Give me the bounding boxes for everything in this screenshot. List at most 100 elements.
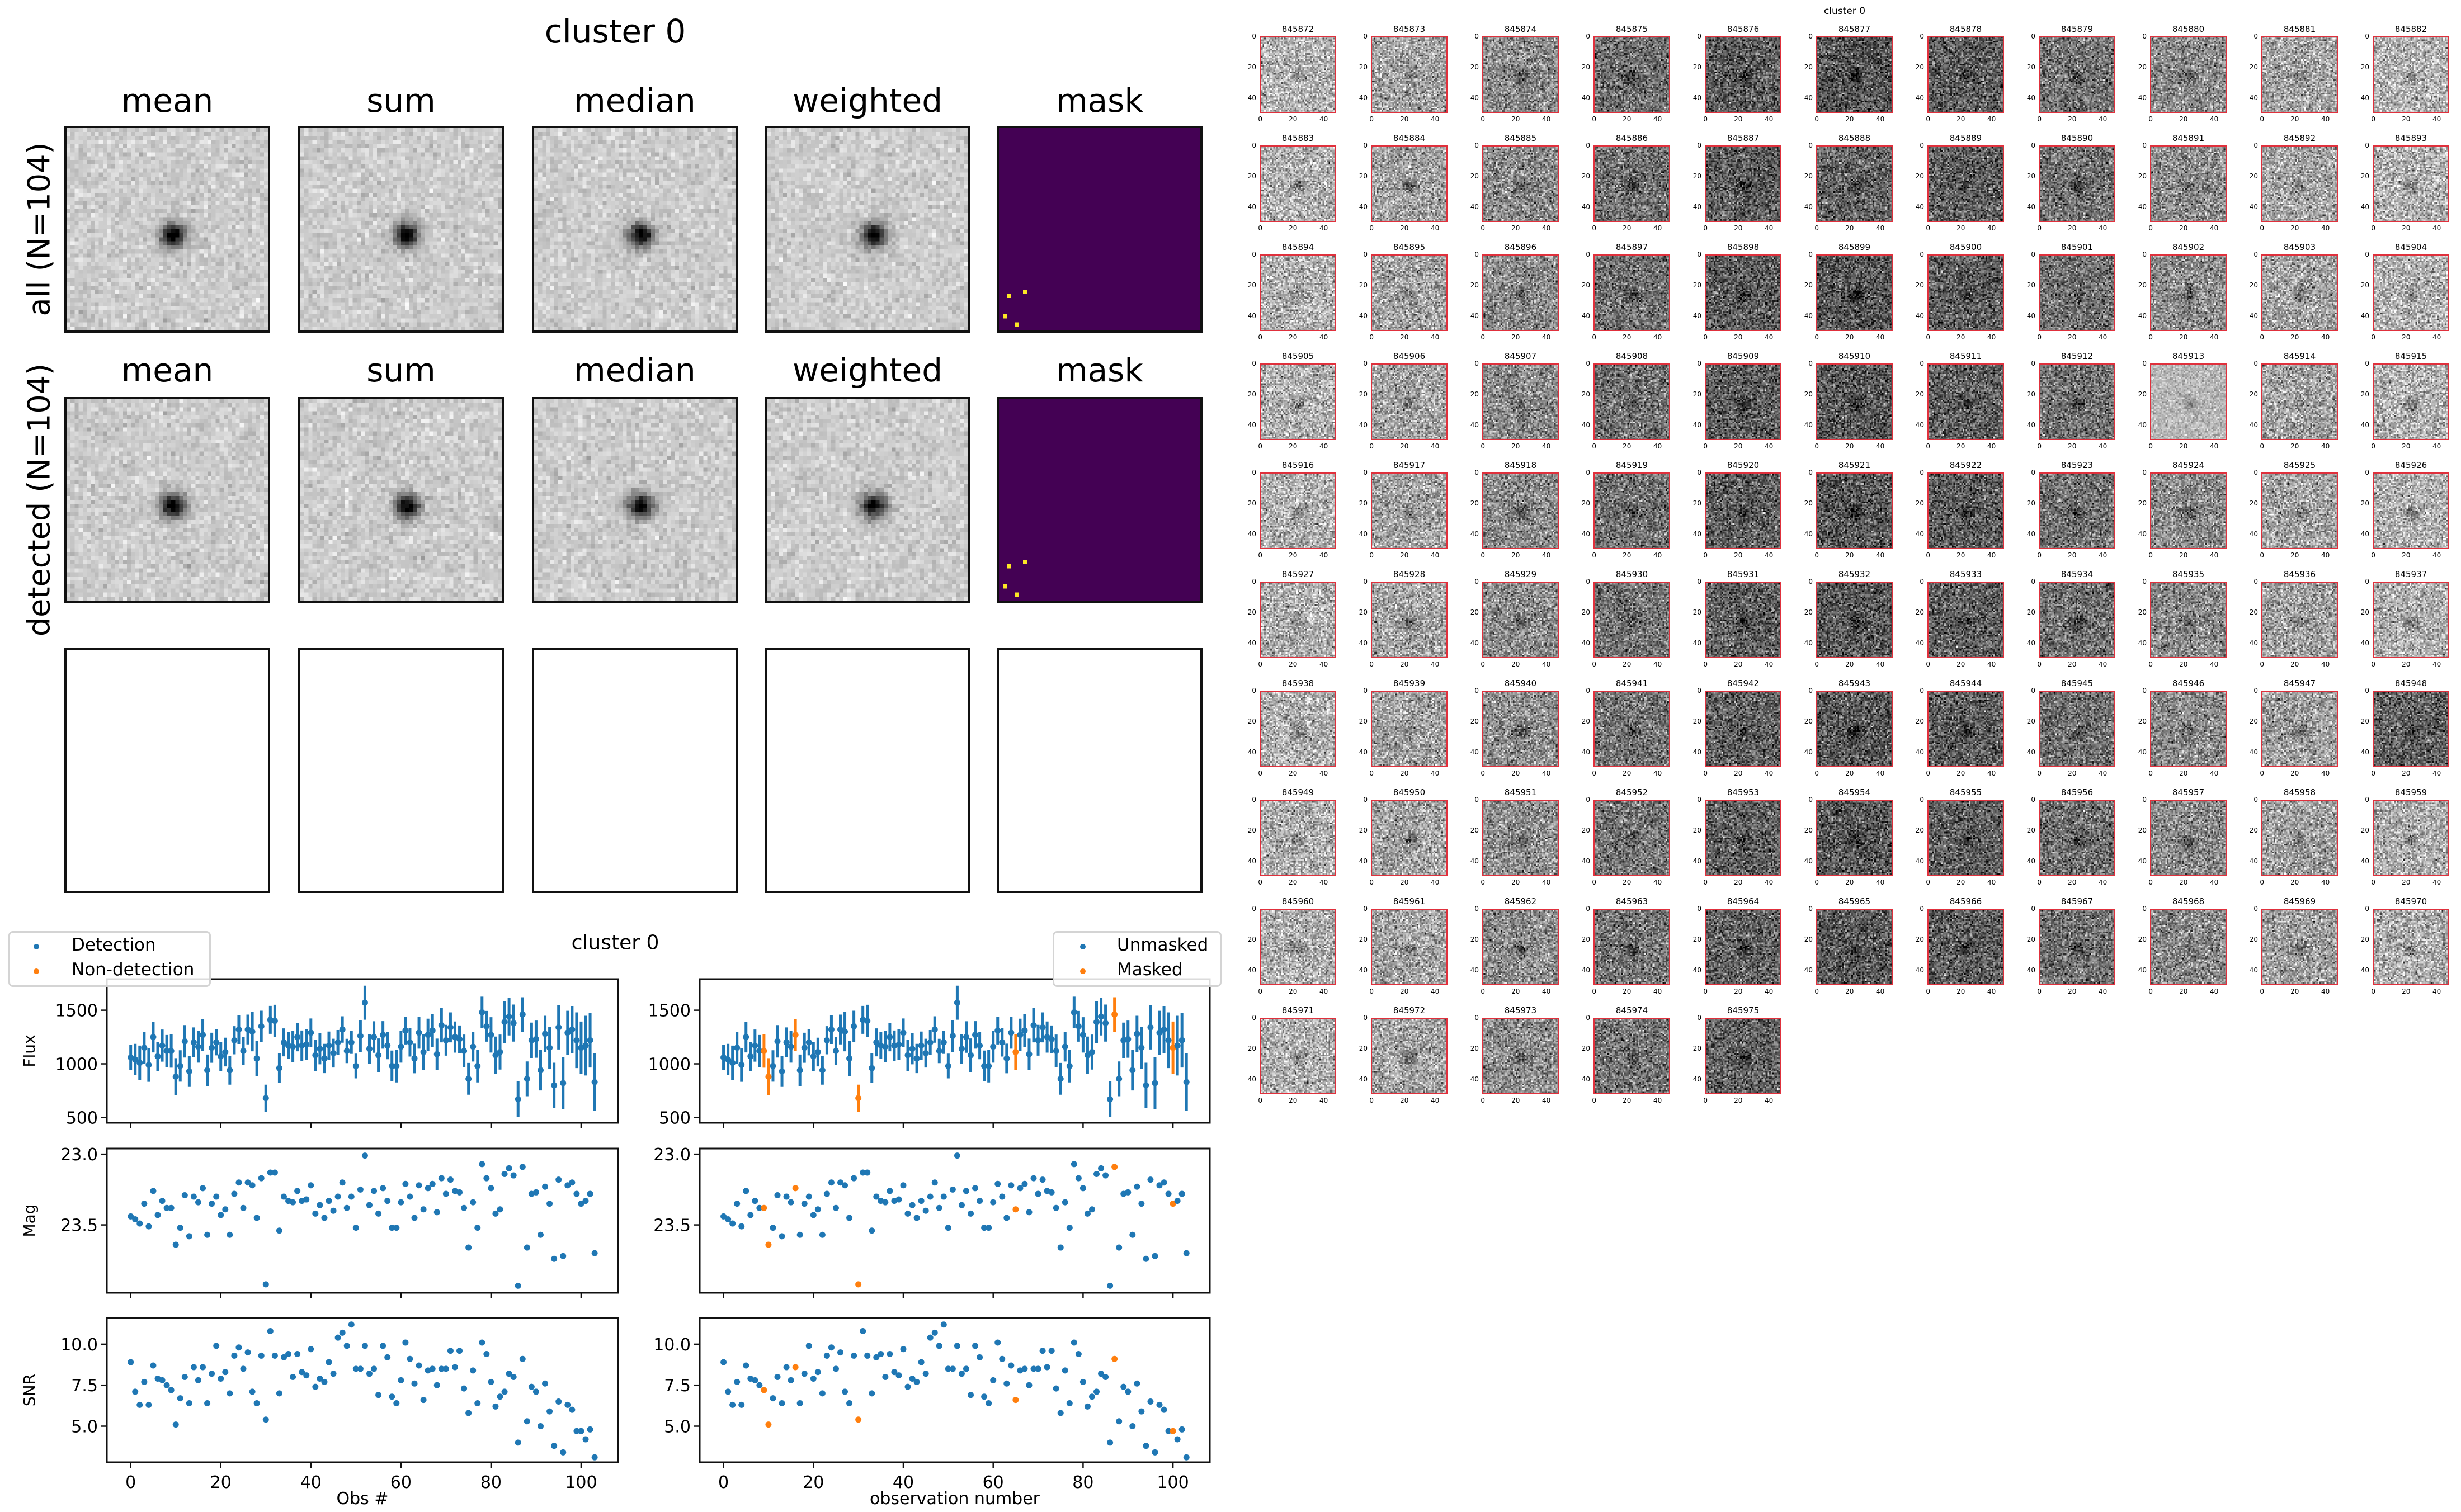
thumbnail-title: 845915 [2394,351,2427,361]
y-tick-label: 40 [1804,857,1813,865]
thumbnail-title: 845916 [1281,460,1314,470]
y-tick-label: 40 [2026,966,2035,974]
data-point [873,1039,880,1046]
data-point [774,1038,781,1045]
y-tick-label: 0 [1363,32,1368,41]
panel-title-sum: sum [366,82,436,120]
data-point [1079,1032,1086,1038]
data-point [204,1231,211,1238]
data-point [999,1039,1006,1046]
thumbnail-frame [2039,472,2115,549]
x-tick-label: 40 [1319,224,1328,232]
y-tick-label: 20 [2138,172,2147,181]
data-point [977,1354,983,1360]
x-tick-label: 0 [1369,987,1374,995]
y-tick-label: 40 [2360,748,2369,756]
data-point [828,1344,835,1351]
data-point [743,1188,749,1194]
thumbnail-frame [1371,472,1448,549]
data-point [537,1067,544,1074]
image-canvas [67,128,268,330]
x-tick-label: 20 [1623,769,1632,777]
data-point [1116,1075,1123,1082]
thumbnail-image [2373,800,2449,876]
x-tick-label: 0 [1814,115,1819,123]
x-tick-label: 0 [1592,442,1597,450]
data-point [465,1244,472,1251]
data-point [132,1056,139,1063]
y-tick-label: 40 [1247,1075,1256,1083]
y-tick-label: 20 [1359,935,1368,944]
thumbnail-frame [1816,691,1893,767]
data-point [1003,1380,1010,1387]
x-tick-label: 60 [390,1473,412,1492]
data-point [1183,1250,1190,1256]
data-point [851,1175,857,1182]
data-point [497,1206,503,1213]
data-point [470,1199,477,1206]
data-point [253,1055,260,1062]
data-point [1017,1032,1024,1038]
data-point [141,1045,148,1051]
y-tick-label: 20 [2249,717,2258,726]
thumbnail: 845896 0 0 20 20 40 40 [1470,242,1559,341]
x-tick-label: 40 [1875,224,1885,232]
y-tick-label: 40 [2249,93,2258,102]
y-tick-label: 0 [2253,469,2258,477]
data-point [972,1185,979,1192]
data-point [990,1199,997,1206]
x-tick-label: 20 [1734,333,1743,341]
data-point [1170,1428,1176,1434]
thumbnail-frame [1816,472,1893,549]
thumbnail-title: 845904 [2394,242,2427,252]
data-point [181,1038,188,1045]
thumbnail-frame [1705,800,1781,876]
data-point [366,1046,373,1052]
data-point [222,1206,229,1213]
axes-frame [699,1317,1211,1463]
data-point [756,1382,763,1388]
x-tick-label: 20 [1511,1097,1520,1104]
x-tick-label: 0 [1369,769,1374,777]
lightcurve-title: cluster 0 [571,931,659,955]
data-point [334,1039,341,1046]
data-point [416,1182,422,1189]
data-point [510,1020,517,1027]
thumbnail-image [2039,254,2115,331]
data-point [1152,1449,1158,1456]
y-tick-label: 0 [1808,687,1813,695]
y-tick-label: 0 [1697,1014,1701,1022]
y-tick-label: 20 [2138,499,2147,508]
y-tick-label: 0 [1697,251,1701,259]
y-tick-label: 40 [1692,748,1701,756]
data-point [172,1421,179,1428]
y-tick-label: 20 [1915,608,1924,617]
y-tick-label: 40 [1470,857,1479,865]
data-point [1129,1423,1136,1429]
thumbnail: 845897 0 0 20 20 40 40 [1582,242,1670,341]
x-tick-label: 20 [2068,333,2077,341]
data-point [873,1193,880,1200]
data-point [393,1400,400,1406]
data-point [747,1053,754,1060]
data-point [842,1028,848,1035]
y-tick-label: 40 [1247,202,1256,211]
thumbnail: 845878 0 0 20 20 40 40 [1916,24,2004,123]
y-tick-label: 40 [1692,857,1701,865]
panel-title-median: median [574,82,696,120]
thumbnail: 845945 0 0 20 20 40 40 [2027,678,2115,777]
x-tick-label: 20 [2290,442,2299,450]
thumbnail-title: 845885 [1504,133,1537,143]
thumbnail: 845912 0 0 20 20 40 40 [2027,351,2115,450]
thumbnail-frame [1260,145,1336,222]
data-point [1174,1198,1181,1204]
data-point [990,1377,997,1383]
y-tick-label: 40 [1359,1075,1368,1083]
thumbnail-title: 845897 [1615,242,1648,252]
y-tick-label: 40 [1915,202,1924,211]
data-point [819,1390,826,1397]
data-point [267,1327,274,1334]
x-tick-label: 40 [2321,987,2330,995]
thumbnail-title: 845963 [1615,896,1648,906]
thumbnail: 845944 0 0 20 20 40 40 [1916,678,2004,777]
